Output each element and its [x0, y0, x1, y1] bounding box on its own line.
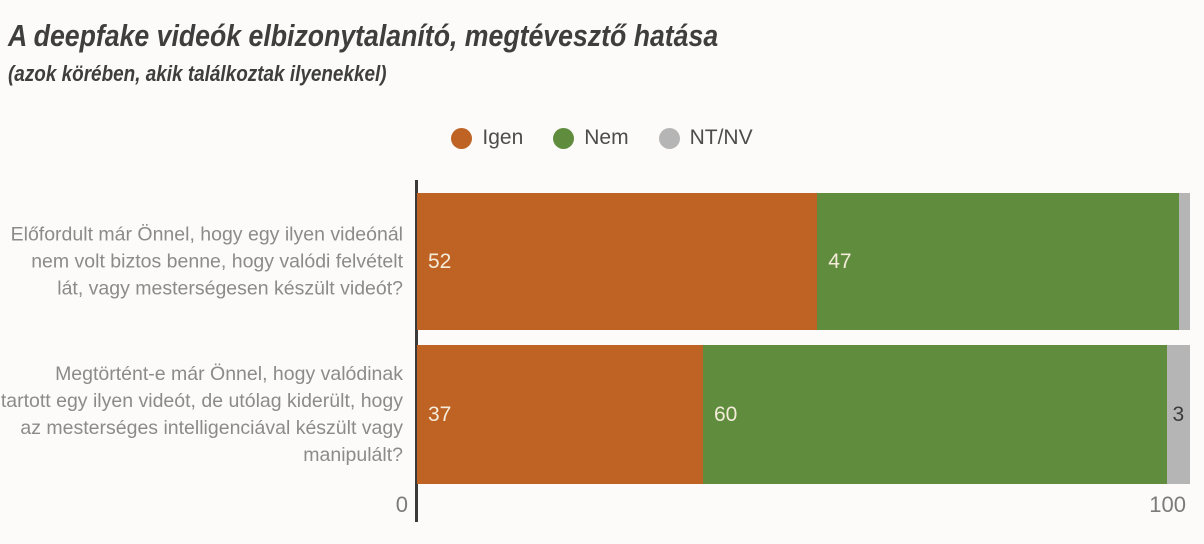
bar-segment-nem-1: 60: [703, 345, 1167, 484]
chart-title: A deepfake videók elbizonytalanító, megt…: [8, 18, 834, 54]
legend-item-nem: Nem: [553, 126, 629, 150]
legend-label-nt-nv: NT/NV: [689, 126, 753, 149]
legend-item-nt-nv: NT/NV: [658, 126, 753, 150]
legend-swatch-nem-icon: [553, 127, 575, 149]
category-label-1: Megtörtént-e már Önnel, hogy valódinak t…: [0, 362, 403, 466]
bar-track-1: 37 60 3: [417, 345, 1190, 484]
value-label-nem-0: 47: [828, 249, 852, 273]
value-label-igen-1: 37: [428, 402, 452, 426]
bar-segment-igen-1: 37: [417, 345, 703, 484]
legend: Igen Nem NT/NV: [0, 124, 1204, 152]
value-label-nt-nv-1: 3: [1172, 402, 1185, 426]
bar-segment-igen-0: 52: [417, 193, 818, 330]
bar-segment-nem-0: 47: [817, 193, 1179, 330]
chart-subtitle: (azok körében, akik találkoztak ilyenekk…: [8, 61, 448, 87]
value-label-igen-0: 52: [428, 249, 452, 273]
legend-swatch-nt-nv-icon: [658, 127, 680, 149]
chart-subtitle-text: (azok körében, akik találkoztak ilyenekk…: [8, 61, 387, 86]
legend-label-igen: Igen: [482, 126, 524, 149]
category-label-0: Előfordult már Önnel, hogy egy ilyen vid…: [10, 223, 403, 299]
chart-title-text: A deepfake videók elbizonytalanító, megt…: [8, 18, 719, 53]
bar-segment-nt-nv-0: [1179, 193, 1190, 330]
value-label-nem-1: 60: [714, 402, 738, 426]
bar-segment-nt-nv-1: 3: [1166, 345, 1190, 484]
x-axis-tick-100: 100: [1149, 492, 1186, 517]
x-axis-tick-0: 0: [395, 492, 408, 517]
y-axis-line: [415, 180, 418, 522]
bar-row-1: Megtörtént-e már Önnel, hogy valódinak t…: [0, 345, 1204, 484]
bar-row-0: Előfordult már Önnel, hogy egy ilyen vid…: [0, 193, 1204, 330]
legend-label-nem: Nem: [584, 126, 629, 149]
legend-item-igen: Igen: [451, 126, 523, 150]
legend-swatch-igen-icon: [451, 127, 473, 149]
bar-track-0: 52 47: [417, 193, 1190, 330]
